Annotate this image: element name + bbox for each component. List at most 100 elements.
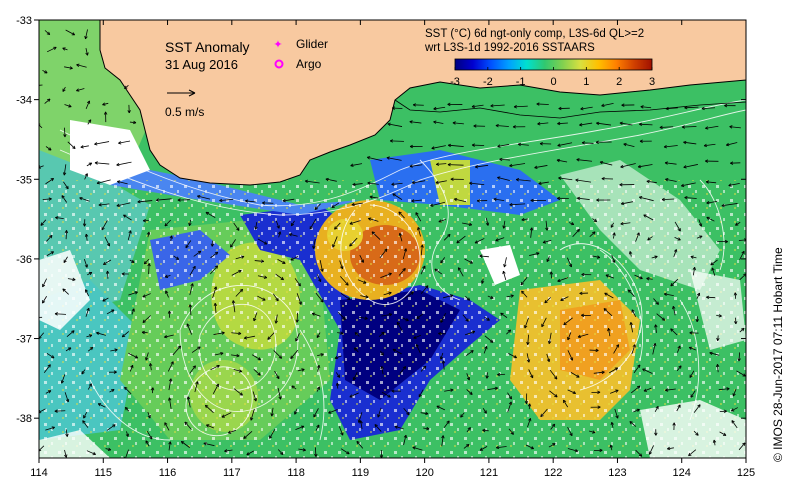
current-arrow-icon (97, 403, 106, 408)
current-arrow-icon (579, 291, 589, 296)
nodata-patch (70, 120, 150, 185)
current-arrow-icon (530, 198, 547, 203)
current-arrow-icon (613, 344, 620, 354)
current-arrow-icon (557, 196, 569, 201)
current-arrow-icon (623, 142, 635, 147)
current-arrow-icon (546, 256, 550, 263)
current-arrow-icon (703, 143, 716, 148)
current-arrow-icon (129, 364, 134, 372)
current-arrow-icon (563, 317, 573, 326)
plot-frame (38, 19, 747, 459)
current-arrow-icon (128, 352, 139, 359)
current-arrow-icon (145, 352, 149, 361)
current-arrow-icon (690, 390, 696, 398)
current-arrow-icon (536, 102, 549, 106)
current-arrow-icon (188, 304, 192, 316)
current-arrow-icon (403, 407, 410, 416)
current-arrow-icon (116, 202, 131, 207)
current-arrow-icon (495, 124, 509, 128)
colorbar-tick-label: 3 (649, 76, 655, 88)
current-arrow-icon (204, 404, 214, 413)
current-arrow-icon (387, 122, 403, 127)
current-arrow-icon (721, 203, 738, 208)
current-arrow-icon (213, 302, 218, 313)
nodata-patch (560, 160, 720, 290)
current-arrow-icon (244, 199, 256, 203)
current-arrow-icon (546, 353, 551, 363)
current-arrow-icon (590, 405, 601, 409)
current-arrow-icon (548, 443, 556, 448)
current-arrow-icon (493, 197, 505, 202)
current-arrow-icon (210, 265, 219, 275)
current-arrow-icon (490, 104, 505, 108)
current-arrow-icon (635, 232, 640, 242)
x-tick-label: 119 (352, 467, 370, 479)
current-arrow-icon (663, 292, 674, 297)
current-arrow-icon (64, 392, 70, 403)
current-arrow-icon (121, 272, 129, 276)
current-arrow-icon (717, 239, 728, 244)
current-arrow-icon (631, 309, 637, 318)
current-arrow-icon (676, 404, 681, 412)
current-arrow-icon (298, 448, 306, 452)
current-arrow-icon (609, 389, 619, 394)
current-arrow-icon (394, 425, 404, 430)
current-arrow-icon (398, 211, 405, 219)
current-arrow-icon (191, 346, 201, 353)
current-arrow-icon (203, 442, 215, 447)
current-arrow-icon (164, 274, 171, 278)
current-arrow-icon (82, 219, 87, 227)
current-arrow-icon (474, 238, 485, 244)
current-arrow-icon (219, 198, 234, 203)
current-arrow-icon (496, 445, 507, 450)
current-arrow-icon (610, 421, 614, 428)
current-vectors (39, 29, 746, 458)
current-arrow-icon (456, 235, 466, 244)
current-arrow-icon (479, 446, 488, 451)
colorbar-tick-label: 2 (616, 76, 622, 88)
current-arrow-icon (45, 426, 55, 431)
current-arrow-icon (44, 98, 51, 104)
current-arrow-icon (696, 292, 701, 299)
current-arrow-icon (440, 313, 447, 323)
current-arrow-icon (665, 388, 676, 392)
current-arrow-icon (706, 200, 718, 205)
current-arrow-icon (354, 332, 360, 337)
current-arrow-icon (647, 236, 653, 241)
map-title: SST Anomaly (165, 39, 250, 55)
current-arrow-icon (193, 250, 202, 257)
current-arrow-icon (465, 350, 474, 357)
x-tick-label: 117 (223, 467, 241, 479)
current-arrow-icon (580, 106, 593, 111)
current-arrow-icon (484, 316, 490, 321)
current-arrow-icon (274, 314, 278, 324)
current-arrow-icon (631, 344, 636, 354)
current-arrow-icon (596, 198, 611, 202)
current-arrow-icon (62, 47, 68, 51)
current-arrow-icon (67, 277, 76, 282)
current-arrow-icon (719, 431, 727, 436)
current-arrow-icon (464, 258, 473, 264)
ssh-contours (59, 99, 746, 441)
current-arrow-icon (688, 449, 697, 457)
current-arrow-icon (273, 350, 283, 359)
current-arrow-icon (383, 291, 392, 296)
current-arrow-icon (124, 449, 129, 458)
current-arrow-icon (123, 214, 132, 221)
current-arrow-icon (145, 440, 150, 447)
current-arrow-icon (525, 444, 535, 450)
current-arrow-icon (676, 365, 682, 372)
current-arrow-icon (43, 364, 51, 373)
current-arrow-icon (589, 231, 596, 237)
current-arrow-icon (185, 240, 192, 249)
current-arrow-icon (693, 430, 699, 436)
current-arrow-icon (681, 125, 697, 129)
x-tick-label: 120 (415, 467, 433, 479)
current-arrow-icon (674, 236, 681, 241)
nodata-patch (640, 400, 746, 458)
current-arrow-icon (433, 106, 446, 111)
current-arrow-icon (529, 252, 540, 256)
current-arrow-icon (640, 105, 652, 109)
current-arrow-icon (269, 428, 276, 439)
current-arrow-icon (391, 106, 403, 110)
